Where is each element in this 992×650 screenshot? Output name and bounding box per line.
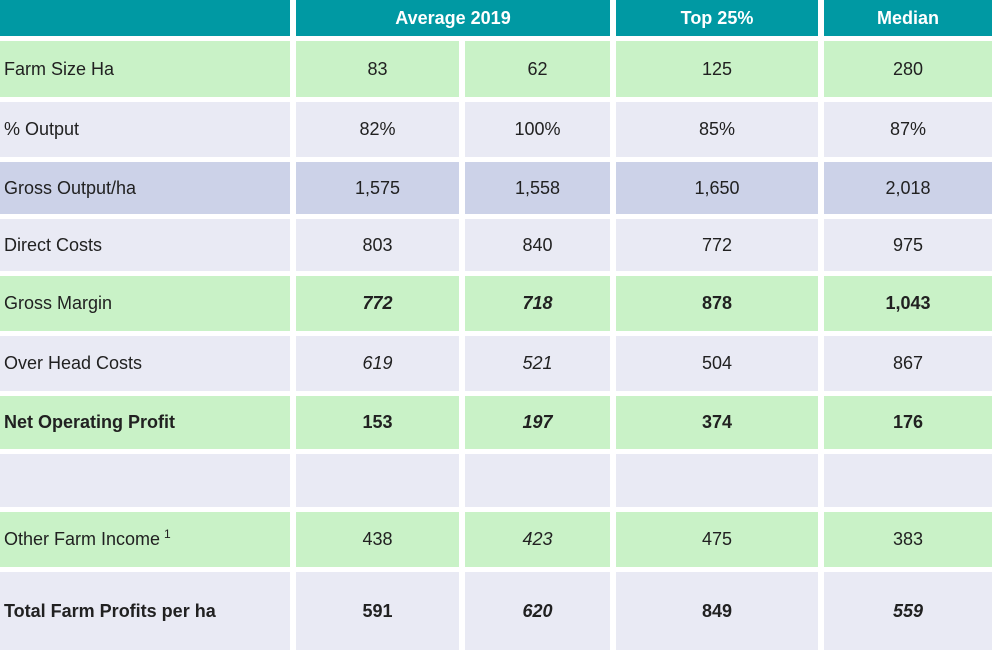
value-cell: 718 (465, 276, 610, 331)
row-label-direct-costs: Direct Costs (0, 219, 290, 271)
value-cell: 475 (616, 512, 818, 567)
value-cell: 1,043 (824, 276, 992, 331)
row-label-text: Gross Margin (4, 293, 113, 313)
value-cell: 83 (296, 41, 459, 97)
value-cell: 975 (824, 219, 992, 271)
row-label-output: % Output (0, 102, 290, 157)
value-cell: 620 (465, 572, 610, 650)
value-cell: 849 (616, 572, 818, 650)
value-cell: 559 (824, 572, 992, 650)
row-label-text: Over Head Costs (4, 353, 143, 373)
value-cell: 878 (616, 276, 818, 331)
row-label-text: % Output (4, 119, 80, 139)
value-cell: 280 (824, 41, 992, 97)
value-cell: 840 (465, 219, 610, 271)
value-cell: 803 (296, 219, 459, 271)
value-cell (465, 454, 610, 507)
row-label-text: Gross Output/ha (4, 177, 137, 198)
row-label-empty (0, 454, 290, 507)
value-cell: 591 (296, 572, 459, 650)
value-cell: 62 (465, 41, 610, 97)
row-label-text: Direct Costs (4, 234, 103, 255)
value-cell: 383 (824, 512, 992, 567)
value-cell: 1,650 (616, 162, 818, 214)
value-cell: 197 (465, 396, 610, 449)
header-corner-cell (0, 0, 290, 36)
value-cell: 125 (616, 41, 818, 97)
row-label-total-farm-profits-per-ha: Total Farm Profits per ha (0, 572, 290, 650)
value-cell: 619 (296, 336, 459, 391)
row-label-text: Net Operating Profit (4, 412, 176, 432)
row-label-text: Total Farm Profits per ha (4, 600, 216, 621)
value-cell: 867 (824, 336, 992, 391)
value-cell: 1,558 (465, 162, 610, 214)
header-average-2019: Average 2019 (296, 0, 610, 36)
value-cell: 1,575 (296, 162, 459, 214)
value-cell: 423 (465, 512, 610, 567)
value-cell: 521 (465, 336, 610, 391)
row-label-other-farm-income: Other Farm Income 1 (0, 512, 290, 567)
row-label-text: Other Farm Income (4, 529, 161, 549)
value-cell: 85% (616, 102, 818, 157)
footnote-marker: 1 (164, 526, 171, 541)
value-cell: 2,018 (824, 162, 992, 214)
value-cell: 176 (824, 396, 992, 449)
value-cell: 438 (296, 512, 459, 567)
value-cell: 772 (296, 276, 459, 331)
value-cell: 100% (465, 102, 610, 157)
value-cell: 87% (824, 102, 992, 157)
row-label-over-head-costs: Over Head Costs (0, 336, 290, 391)
value-cell: 772 (616, 219, 818, 271)
value-cell (824, 454, 992, 507)
value-cell: 82% (296, 102, 459, 157)
value-cell: 504 (616, 336, 818, 391)
value-cell (296, 454, 459, 507)
header-top-25: Top 25% (616, 0, 818, 36)
row-label-gross-margin: Gross Margin (0, 276, 290, 331)
row-label-net-operating-profit: Net Operating Profit (0, 396, 290, 449)
row-label-text: Farm Size Ha (4, 58, 115, 79)
row-label-farm-size-ha: Farm Size Ha (0, 41, 290, 97)
value-cell: 374 (616, 396, 818, 449)
row-label-gross-output-ha: Gross Output/ha (0, 162, 290, 214)
header-median: Median (824, 0, 992, 36)
value-cell: 153 (296, 396, 459, 449)
value-cell (616, 454, 818, 507)
